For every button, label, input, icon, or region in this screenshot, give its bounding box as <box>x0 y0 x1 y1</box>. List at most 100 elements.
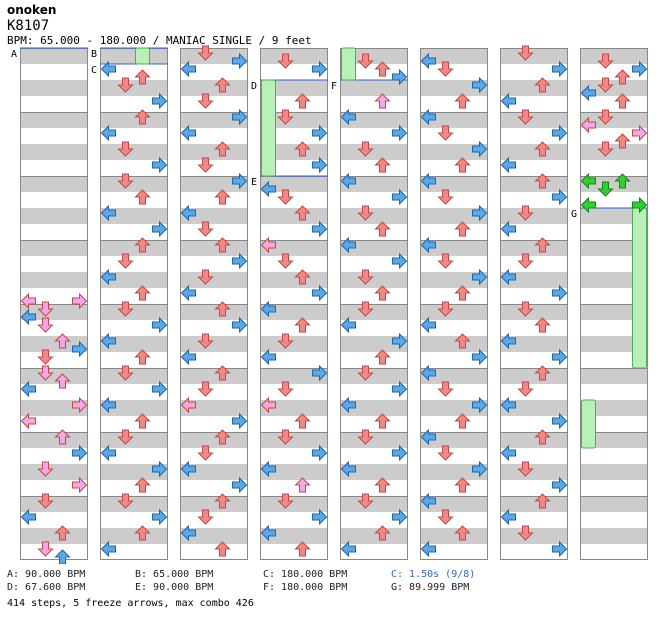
chart-subtitle: BPM: 65.000 - 180.000 / MANIAC SINGLE / … <box>7 34 312 47</box>
beat-band <box>100 112 168 128</box>
beat-band <box>500 48 568 64</box>
step-arrow-left <box>260 524 276 542</box>
beat-band <box>180 368 248 384</box>
step-arrow-right <box>312 220 328 238</box>
beat-band <box>580 80 648 96</box>
bpm-marker-label: C <box>91 65 97 76</box>
step-arrow-left <box>500 268 516 286</box>
step-arrow-up <box>374 349 391 365</box>
step-arrow-up <box>294 269 311 285</box>
beat-band <box>180 48 248 64</box>
beat-band <box>20 208 88 224</box>
step-arrow-down <box>597 109 614 125</box>
beat-band <box>580 464 648 480</box>
step-arrow-left <box>500 156 516 174</box>
step-arrow-left <box>180 396 196 414</box>
beat-band <box>580 144 648 160</box>
step-arrow-left <box>20 292 36 310</box>
step-arrow-up <box>454 525 471 541</box>
beat-band <box>20 112 88 128</box>
beat-band <box>580 400 648 416</box>
step-arrow-down <box>117 493 134 509</box>
step-arrow-up <box>534 237 551 253</box>
step-arrow-left <box>180 348 196 366</box>
freeze-arrow <box>135 47 150 65</box>
step-arrow-right <box>392 508 408 526</box>
beat-band <box>100 432 168 448</box>
step-arrow-down <box>437 381 454 397</box>
beat-band <box>580 368 648 384</box>
step-arrow-up <box>134 349 151 365</box>
step-arrow-up <box>614 69 631 85</box>
step-arrow-down <box>277 189 294 205</box>
beat-band <box>580 176 648 192</box>
step-arrow-down <box>117 365 134 381</box>
beat-band <box>340 304 408 320</box>
beat-band <box>340 144 408 160</box>
step-arrow-up <box>134 413 151 429</box>
step-arrow-left <box>20 380 36 398</box>
step-arrow-right <box>392 252 408 270</box>
step-arrow-down <box>277 253 294 269</box>
column-border <box>420 48 488 560</box>
chart-column <box>580 48 648 560</box>
step-arrow-up <box>134 237 151 253</box>
step-arrow-right <box>312 364 328 382</box>
step-arrow-up <box>534 317 551 333</box>
beat-band <box>580 240 648 256</box>
beat-band <box>260 208 328 224</box>
legend-entry: D: 67.600 BPM <box>7 582 86 593</box>
step-arrow-up <box>214 237 231 253</box>
beat-band <box>500 272 568 288</box>
step-arrow-left <box>580 116 596 134</box>
beat-band <box>260 80 328 96</box>
step-arrow-up <box>134 109 151 125</box>
beat-band <box>20 336 88 352</box>
step-arrow-up <box>374 61 391 77</box>
step-arrow-down <box>437 509 454 525</box>
beat-band <box>420 304 488 320</box>
step-arrow-down <box>437 61 454 77</box>
step-arrow-left <box>100 396 116 414</box>
step-arrow-down <box>437 445 454 461</box>
step-arrow-up <box>54 525 71 541</box>
step-arrow-up <box>214 301 231 317</box>
step-arrow-down <box>197 445 214 461</box>
beat-band <box>420 336 488 352</box>
step-arrow-left <box>340 460 356 478</box>
step-arrow-down <box>357 429 374 445</box>
step-arrow-left <box>260 180 276 198</box>
step-arrow-down <box>517 45 534 61</box>
step-arrow-down <box>357 301 374 317</box>
step-arrow-down <box>437 253 454 269</box>
step-arrow-up <box>214 493 231 509</box>
step-arrow-up <box>214 141 231 157</box>
beat-band <box>500 240 568 256</box>
beat-band <box>260 48 328 64</box>
step-arrow-down <box>117 429 134 445</box>
beat-band <box>260 400 328 416</box>
legend-entry: A: 90.000 BPM <box>7 569 86 580</box>
step-arrow-right <box>232 52 248 70</box>
step-arrow-left <box>100 268 116 286</box>
step-arrow-right <box>392 124 408 142</box>
beat-band <box>180 432 248 448</box>
step-arrow-left <box>20 412 36 430</box>
step-arrow-right <box>152 460 168 478</box>
step-arrow-right <box>552 284 568 302</box>
step-arrow-right <box>232 476 248 494</box>
step-arrow-up <box>294 541 311 557</box>
beat-band <box>340 464 408 480</box>
step-arrow-left <box>500 220 516 238</box>
beat-band <box>180 304 248 320</box>
step-arrow-up <box>294 93 311 109</box>
step-arrow-left <box>500 92 516 110</box>
legend-entry: C: 180.000 BPM <box>263 569 348 580</box>
step-arrow-right <box>392 444 408 462</box>
column-border <box>500 48 568 560</box>
chart-summary: 414 steps, 5 freeze arrows, max combo 42… <box>7 598 254 609</box>
beat-band <box>180 208 248 224</box>
step-arrow-left <box>100 444 116 462</box>
step-arrow-left <box>340 108 356 126</box>
step-arrow-down <box>197 93 214 109</box>
